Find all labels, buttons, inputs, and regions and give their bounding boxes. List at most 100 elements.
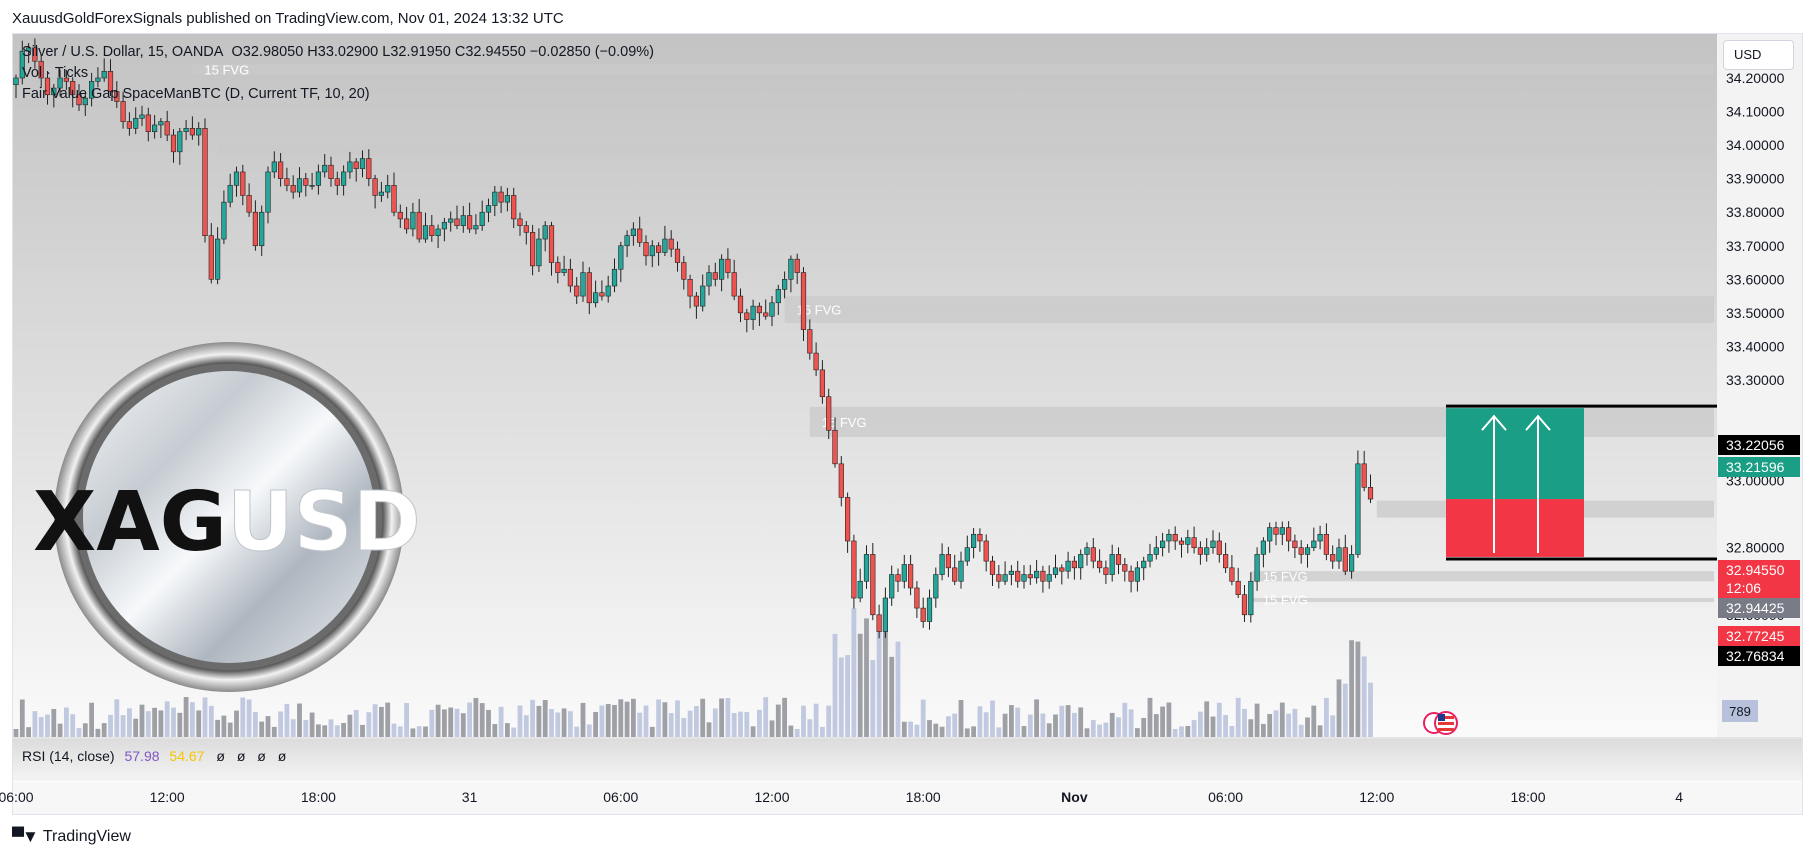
candle-body bbox=[1229, 567, 1235, 582]
volume-bar bbox=[114, 699, 120, 737]
legend-symbol[interactable]: Silver / U.S. Dollar, 15, OANDA bbox=[22, 44, 224, 60]
volume-bar bbox=[467, 702, 472, 737]
candle-body bbox=[775, 289, 781, 304]
candle-body bbox=[385, 185, 391, 193]
candle-body bbox=[1330, 554, 1336, 562]
volume-bar bbox=[687, 710, 693, 737]
candle-body bbox=[731, 272, 737, 297]
legend-volume[interactable]: Vol · Ticks bbox=[22, 65, 89, 81]
volume-bar bbox=[460, 713, 466, 737]
volume-bar bbox=[1009, 705, 1014, 737]
fvg-zone bbox=[784, 296, 1714, 323]
candle-body bbox=[1115, 554, 1122, 565]
candle-body bbox=[1040, 570, 1046, 582]
rsi-legend[interactable]: RSI (14, close) 57.98 54.67 ø ø ø ø bbox=[22, 748, 286, 764]
candle-body bbox=[32, 47, 38, 62]
footer-brand[interactable]: ▀▼ TradingView bbox=[12, 827, 131, 847]
candle-body bbox=[1286, 527, 1292, 542]
price-tick-label: 33.40000 bbox=[1726, 338, 1785, 354]
candle-body bbox=[687, 278, 693, 297]
candle-body bbox=[334, 178, 340, 186]
candle-body bbox=[958, 560, 964, 582]
candle-body bbox=[76, 94, 82, 106]
candle-body bbox=[1015, 570, 1021, 582]
volume-bar bbox=[45, 714, 50, 737]
candle-body bbox=[561, 268, 567, 273]
volume-bars bbox=[13, 608, 1373, 737]
volume-bar bbox=[82, 723, 88, 737]
rsi-label[interactable]: RSI (14, close) bbox=[22, 748, 115, 764]
candle-body bbox=[737, 295, 744, 314]
long-position-tool[interactable] bbox=[1446, 404, 1717, 561]
volume-bar bbox=[883, 617, 888, 737]
price-axis[interactable]: 34.20000 34.10000 34.00000 33.90000 33.80000… bbox=[1718, 70, 1800, 666]
legend-fvg-indicator[interactable]: Fair Value Gap SpaceManBTC (D, Current T… bbox=[22, 86, 370, 102]
time-tick-label: 18:00 bbox=[1510, 789, 1545, 805]
candle-body bbox=[952, 567, 958, 582]
volume-bar bbox=[297, 703, 302, 737]
volume-bar bbox=[505, 723, 510, 737]
candle-body bbox=[1141, 560, 1147, 569]
volume-bar bbox=[454, 708, 460, 737]
volume-bar bbox=[706, 722, 712, 737]
volume-bar bbox=[486, 709, 491, 737]
volume-bar bbox=[530, 699, 535, 737]
candle-body bbox=[826, 396, 832, 431]
price-tick-label: 34.20000 bbox=[1726, 70, 1785, 86]
volume-bar bbox=[1166, 702, 1172, 737]
candle-body bbox=[177, 131, 183, 153]
fvg-zone-label: 15 FVG bbox=[797, 302, 842, 317]
candle-body bbox=[1248, 580, 1254, 616]
volume-bar bbox=[1179, 726, 1184, 737]
volume-bar bbox=[586, 724, 592, 737]
volume-bar bbox=[775, 704, 781, 737]
volume-bar bbox=[423, 726, 428, 737]
volume-bar bbox=[820, 726, 825, 737]
volume-bar bbox=[372, 704, 378, 737]
up-arrow-head bbox=[1481, 414, 1507, 431]
candles bbox=[13, 38, 1374, 639]
volume-bar bbox=[278, 711, 283, 737]
candle-body bbox=[1166, 533, 1172, 542]
coin-text-xag: XAG bbox=[33, 475, 227, 570]
candle-body bbox=[19, 50, 25, 79]
volume-bar bbox=[1286, 713, 1291, 737]
candle-body bbox=[870, 554, 876, 616]
volume-bar bbox=[561, 708, 567, 737]
candle-body bbox=[1367, 487, 1374, 500]
candle-body bbox=[1361, 463, 1367, 488]
candle-body bbox=[681, 262, 687, 280]
candle-body bbox=[271, 161, 277, 173]
candle-body bbox=[1311, 540, 1317, 548]
time-tick-label: Nov bbox=[1061, 789, 1088, 805]
volume-bar bbox=[845, 655, 850, 737]
rsi-na-3: ø bbox=[257, 748, 266, 764]
volume-bar bbox=[668, 713, 674, 737]
time-axis[interactable]: 06:00 12:00 18:00 31 06:00 12:00 18:00 Nov 06:00… bbox=[0, 789, 1683, 805]
candle-body bbox=[1298, 547, 1304, 555]
candle-body bbox=[580, 272, 586, 297]
volume-bar bbox=[89, 702, 94, 737]
volume-bar bbox=[977, 706, 983, 737]
candle-body bbox=[838, 463, 844, 498]
volume-bar bbox=[864, 618, 869, 737]
currency-button[interactable]: USD bbox=[1723, 40, 1794, 70]
candle-body bbox=[416, 211, 422, 240]
legend-symbol-row[interactable]: Silver / U.S. Dollar, 15, OANDA O32.9805… bbox=[22, 44, 654, 60]
candle-body bbox=[882, 597, 888, 632]
candle-body bbox=[725, 258, 731, 273]
candle-body bbox=[1355, 463, 1361, 555]
price-tick-label: 33.70000 bbox=[1726, 238, 1785, 254]
position-stop-zone bbox=[1446, 499, 1584, 557]
volume-bar bbox=[681, 718, 687, 737]
us-flag-event-icon[interactable] bbox=[1423, 711, 1458, 735]
candle-body bbox=[1065, 560, 1071, 572]
volume-bar bbox=[700, 698, 706, 737]
volume-bar bbox=[712, 708, 718, 737]
volume-bar bbox=[1078, 707, 1084, 737]
candle-body bbox=[592, 292, 599, 304]
candle-body bbox=[511, 195, 517, 220]
volume-badge: 789 bbox=[1729, 704, 1751, 719]
volume-bar bbox=[492, 724, 498, 737]
